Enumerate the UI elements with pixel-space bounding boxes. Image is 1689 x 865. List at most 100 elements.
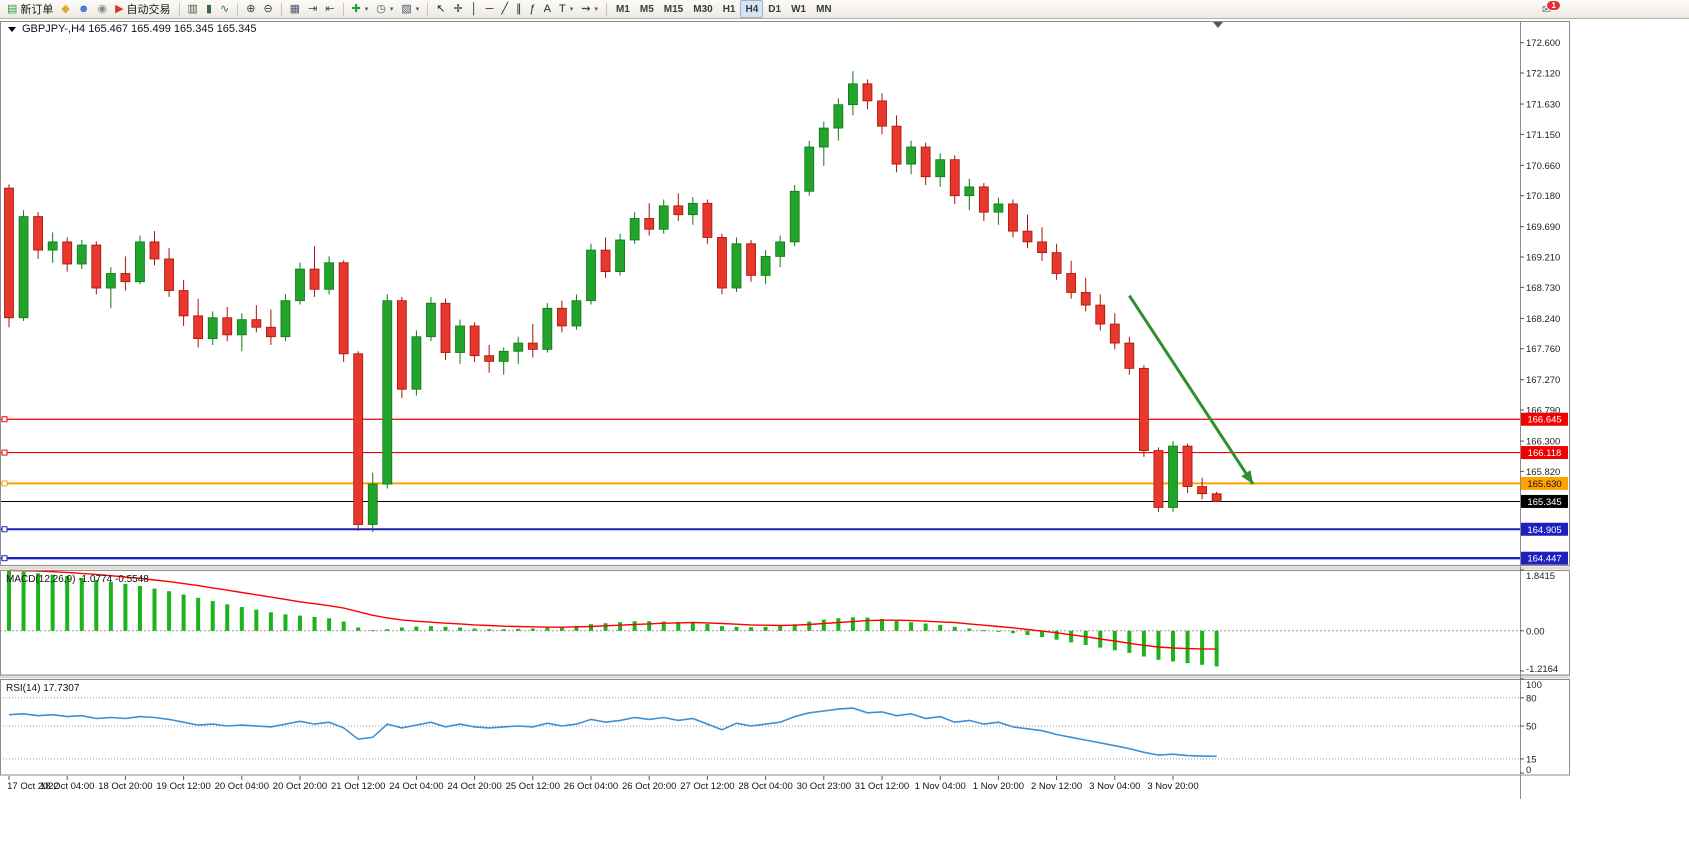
candle-bull [1168,445,1178,508]
price-tick-label: 171.630 [1526,100,1560,111]
candle-bear [862,83,873,102]
price-tag-165.345: 165.345 [1521,494,1568,508]
cursor-button[interactable]: ↖ [432,0,449,18]
news-button[interactable]: ◉ [93,0,111,18]
chart-shift-marker[interactable] [1213,22,1223,28]
chart-canvas[interactable]: 172.600 172.120 171.630 171.150 170.660 170.1… [0,19,1689,860]
timeframe-m15-label: M15 [663,3,684,15]
horizontal-line-button[interactable]: ─ [482,0,498,18]
timeframe-m1[interactable]: M1 [611,0,635,18]
macd-pane-border [0,570,1570,676]
chart-layout-button[interactable]: ◆ [57,0,73,18]
macd-scale-label: 0.00 [1526,626,1545,637]
tile-windows-button[interactable]: ▦ [286,0,304,18]
candlestick-chart-button[interactable]: ▮ [202,0,216,18]
notifications-button[interactable]: ✉ 1 [1538,0,1562,19]
candle-bear [1008,203,1018,232]
auto-trading-button[interactable]: ▶ 自动交易 [111,0,174,18]
text-icon: A [543,3,551,15]
chart-shift-icon: ⇤ [325,3,335,15]
price-tick-label: 170.180 [1526,191,1560,202]
chart-window: 172.600 172.120 171.630 171.150 170.660 170.1… [0,19,1689,860]
fibonacci-button[interactable]: ƒ [526,0,540,18]
candle-bull [18,216,29,319]
price-tick-label: 167.270 [1526,375,1560,386]
news-icon: ◉ [97,3,108,15]
timeframe-d1[interactable]: D1 [763,0,786,18]
bar-chart-button[interactable]: ▥ [184,0,202,18]
new-order-button[interactable]: ▤ 新订单 [3,0,57,18]
rsi-scale-label: 0 [1526,765,1531,776]
macd-signal-line [8,569,1217,650]
channel-icon: ∥ [516,3,522,15]
tile-windows-icon: ▦ [289,3,301,15]
timeframe-m5-label: M5 [639,3,654,15]
crosshair-icon: ✛ [453,3,463,15]
label-button[interactable]: T ▾ [555,0,577,18]
price-axis[interactable]: 172.600 172.120 171.630 171.150 170.660 170.1… [1520,38,1560,776]
timeframe-m15[interactable]: M15 [659,0,688,18]
text-button[interactable]: A [540,0,555,18]
line-handle[interactable] [1,555,8,562]
arrows-button[interactable]: ⇝ ▾ [577,0,602,18]
candle-bear [600,249,611,272]
arrow-object-icon: ⇝ [581,3,591,15]
timeframe-m30-label: M30 [693,3,713,15]
candle-bull [426,302,436,338]
macd-pane [0,570,1570,675]
line-handle[interactable] [1,480,8,487]
candle-bull [964,186,975,197]
candle-bear [440,302,451,353]
timeframe-m1-label: M1 [615,3,630,15]
line-chart-button[interactable]: ∿ [216,0,233,18]
new-chart-button[interactable]: ✚ ▾ [348,0,373,18]
line-handle[interactable] [1,449,8,456]
candle-bear [746,243,756,276]
auto-scroll-button[interactable]: ⇥ [304,0,321,18]
line-handle[interactable] [1,526,8,533]
candle-bull [789,190,800,243]
main-pane-border [0,21,1570,566]
timeframe-mn[interactable]: MN [811,0,837,18]
price-tick-label: 169.210 [1526,253,1560,264]
candle-bear [396,300,407,390]
zoom-out-button[interactable]: ⊖ [259,0,276,18]
candle-bull [367,483,378,525]
period-button[interactable]: ◷ ▾ [372,0,397,18]
candle-bull [542,307,553,350]
timeframe-m30[interactable]: M30 [688,0,717,18]
candle-bear [1124,342,1135,369]
candle-bull [571,300,582,327]
crosshair-button[interactable]: ✛ [450,0,467,18]
line-handle[interactable] [1,416,8,423]
timeframe-m5[interactable]: M5 [635,0,659,18]
contacts-button[interactable]: ☻ [74,0,94,18]
vertical-line-button[interactable]: │ [467,0,482,18]
main-toolbar: ▤ 新订单 ◆ ☻ ◉ ▶ 自动交易 ▥ ▮ ∿ ⊕ ⊖ ▦ ⇥ ⇤ ✚ ▾ ◷ ▾ ▧ ▾ ↖ ✛ │ ─ ╱ ∥ ƒ A T ▾ ⇝ ▾ M1… [0,0,1689,19]
new-chart-icon: ✚ [351,3,361,15]
trendline-button[interactable]: ╱ [497,0,512,18]
panel-splitter[interactable] [0,675,1570,679]
chart-shift-button[interactable]: ⇤ [321,0,338,18]
price-tag-165.630: 165.630 [1521,476,1568,490]
rsi-line [8,707,1217,758]
zoom-in-button[interactable]: ⊕ [242,0,259,18]
candle-bear [353,353,364,525]
candle-bull [687,202,698,216]
candle-bull [324,262,335,290]
macd-histogram [7,570,1219,667]
timeframe-h4[interactable]: H4 [740,0,764,18]
candle-bear [484,355,495,362]
trend-arrow[interactable] [1128,294,1255,485]
panel-splitter[interactable] [0,566,1570,570]
channel-button[interactable]: ∥ [512,0,526,18]
timeframe-h1[interactable]: H1 [718,0,741,18]
template-button[interactable]: ▧ ▾ [397,0,423,18]
timeframe-w1[interactable]: W1 [786,0,811,18]
svg-text:164.905: 164.905 [1527,525,1561,536]
candle-bear [1139,367,1149,451]
time-tick-label: 24 Oct 20:00 [447,781,501,792]
svg-text:166.645: 166.645 [1527,415,1561,426]
label-icon: T [558,3,566,15]
